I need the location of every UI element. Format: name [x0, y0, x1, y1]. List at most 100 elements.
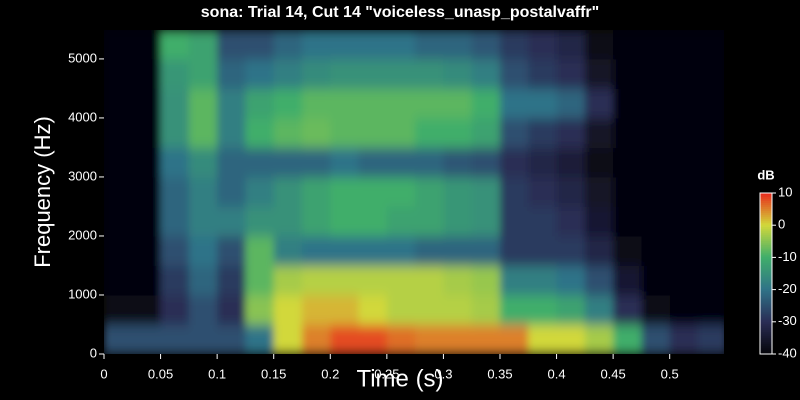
heatmap-cell: [188, 117, 218, 148]
heatmap-cell: [471, 58, 501, 89]
y-tick-label: 2000: [68, 227, 97, 242]
heatmap-cell: [104, 265, 133, 296]
x-tick-label: 0.35: [487, 366, 512, 381]
heatmap-cell: [613, 58, 642, 89]
x-tick-label: 0.25: [374, 366, 399, 381]
heatmap-cell: [471, 265, 501, 296]
heatmap-cell: [330, 117, 360, 148]
heatmap-cell: [499, 117, 529, 148]
x-tick-label: 0.1: [208, 366, 226, 381]
colorbar-step: [760, 219, 772, 222]
heatmap-cell: [273, 206, 303, 237]
heatmap-cell: [386, 117, 416, 148]
heatmap-cell: [584, 206, 614, 237]
heatmap-cell: [245, 294, 275, 325]
heatmap-cell: [358, 147, 388, 178]
colorbar-tick-label: 10: [778, 184, 792, 199]
heatmap-cell: [471, 88, 501, 119]
heatmap-cell: [104, 206, 133, 237]
colorbar-step: [760, 231, 772, 234]
heatmap-cell: [245, 117, 275, 148]
colorbar-step: [760, 333, 772, 337]
heatmap-cell: [160, 58, 190, 89]
heatmap-cell: [217, 88, 246, 119]
heatmap-cell: [104, 117, 133, 148]
heatmap-cell: [415, 88, 444, 119]
colorbar-step: [760, 305, 772, 309]
heatmap-cell: [697, 294, 724, 325]
heatmap-cell: [104, 176, 133, 207]
colorbar-step: [760, 331, 772, 335]
colorbar-step: [760, 335, 772, 339]
heatmap-cell: [584, 265, 614, 296]
heatmap-cell: [641, 176, 671, 207]
colorbar-step: [760, 253, 772, 256]
heatmap-cell: [217, 206, 246, 237]
heatmap-cell: [245, 324, 275, 354]
heatmap-cell: [358, 206, 388, 237]
heatmap-cell: [132, 324, 162, 354]
colorbar: -40 -30 -20 -10 0 10: [759, 184, 797, 360]
colorbar-step: [760, 223, 772, 226]
heatmap-cell: [443, 88, 473, 119]
heatmap-cell: [386, 58, 416, 89]
heatmap-cell: [669, 58, 699, 89]
heatmap-cell: [273, 147, 303, 178]
colorbar-step: [760, 327, 772, 331]
heatmap-cell: [160, 294, 190, 325]
heatmap-cell: [386, 147, 416, 178]
heatmap-cell: [443, 117, 473, 148]
heatmap-cell: [613, 147, 642, 178]
heatmap-cell: [330, 176, 360, 207]
heatmap-cell: [217, 265, 246, 296]
colorbar-step: [760, 251, 772, 254]
heatmap-cell: [217, 294, 246, 325]
heatmap-cell: [301, 147, 331, 178]
heatmap-cell: [415, 147, 444, 178]
colorbar-step: [760, 329, 772, 333]
heatmap-cell: [669, 30, 699, 60]
heatmap-cell: [273, 88, 303, 119]
heatmap-cell: [499, 88, 529, 119]
heatmap-cell: [499, 235, 529, 266]
heatmap-cell: [669, 206, 699, 237]
heatmap-cell: [584, 294, 614, 325]
heatmap-cell: [132, 294, 162, 325]
heatmap-cell: [669, 265, 699, 296]
heatmap-cell: [132, 88, 162, 119]
heatmap-cell: [528, 324, 558, 354]
heatmap-cell: [358, 88, 388, 119]
colorbar-tick-label: -10: [778, 249, 797, 264]
heatmap-cell: [358, 235, 388, 266]
heatmap-cell: [188, 265, 218, 296]
heatmap-cell: [217, 30, 246, 60]
colorbar-tick-label: 0: [778, 217, 785, 232]
heatmap-cell: [330, 235, 360, 266]
heatmap-cell: [386, 235, 416, 266]
colorbar-step: [760, 319, 772, 323]
heatmap-cell: [245, 58, 275, 89]
colorbar-step: [760, 203, 772, 206]
heatmap-cell: [528, 294, 558, 325]
colorbar-step: [760, 195, 772, 198]
heatmap-cell: [556, 117, 586, 148]
heatmap-cell: [528, 117, 558, 148]
heatmap-cell: [613, 294, 642, 325]
heatmap-cell: [669, 235, 699, 266]
colorbar-step: [760, 351, 772, 355]
heatmap-cell: [386, 265, 416, 296]
heatmap-cell: [358, 324, 388, 354]
heatmap-cell: [669, 324, 699, 354]
heatmap-cell: [415, 117, 444, 148]
colorbar-step: [760, 309, 772, 313]
colorbar-frame: [759, 192, 773, 355]
heatmap-cell: [330, 88, 360, 119]
heatmap-cell: [669, 147, 699, 178]
colorbar-step: [760, 281, 772, 285]
heatmap-cell: [217, 324, 246, 354]
colorbar-step: [760, 215, 772, 218]
heatmap-cell: [499, 147, 529, 178]
colorbar-step: [760, 213, 772, 216]
heatmap-cell: [358, 265, 388, 296]
heatmap-cell: [301, 265, 331, 296]
